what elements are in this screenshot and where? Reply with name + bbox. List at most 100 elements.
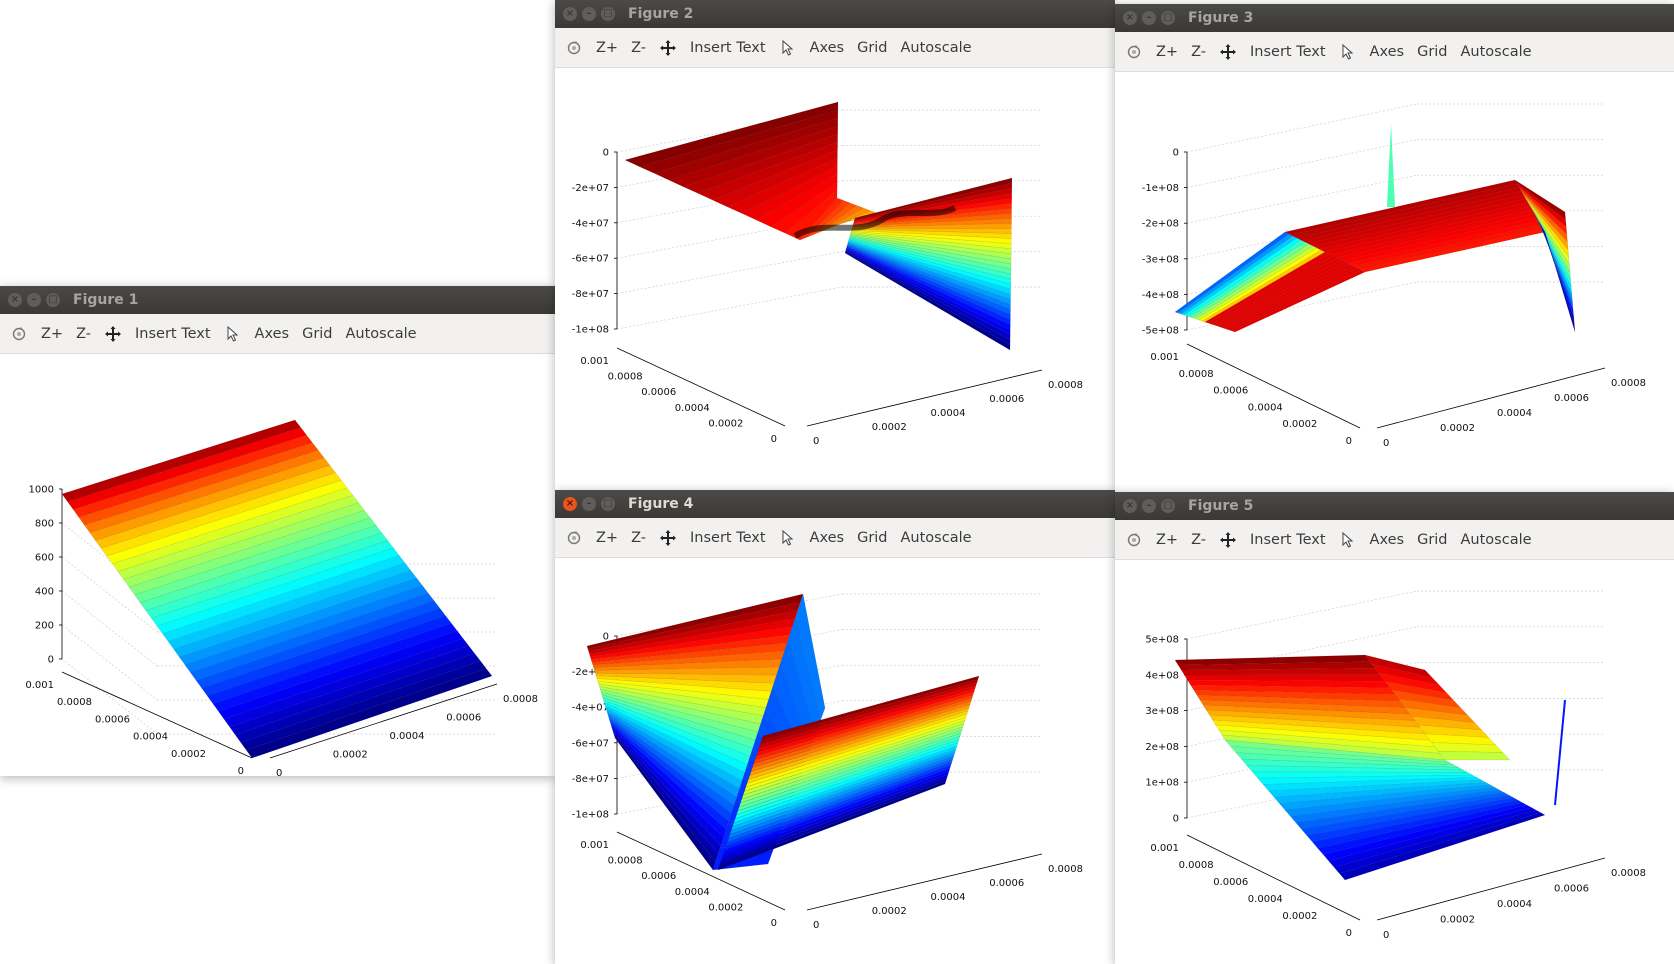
x-tick-label: 0.0008 xyxy=(1048,864,1083,875)
window-minimize-button[interactable]: – xyxy=(582,497,596,511)
window-maximize-button[interactable]: □ xyxy=(1161,11,1175,25)
rotate-icon[interactable] xyxy=(565,529,583,547)
window-titlebar[interactable]: × – □ Figure 4 xyxy=(555,490,1115,518)
zoom-in-button[interactable]: Z+ xyxy=(596,529,619,546)
insert-text-button[interactable]: Insert Text xyxy=(135,325,211,342)
rotate-icon[interactable] xyxy=(565,39,583,57)
window-maximize-button[interactable]: □ xyxy=(601,497,615,511)
select-pointer-icon[interactable] xyxy=(1339,531,1357,549)
y-tick-label: 0 xyxy=(771,918,777,929)
axes-button[interactable]: Axes xyxy=(254,325,290,342)
figure-window-3[interactable]: × – □ Figure 3 Z+ Z- Insert Text Axes Grid Autosc… xyxy=(1115,4,1674,492)
z-tick-label: 0 xyxy=(1173,148,1179,159)
figure-toolbar: Z+ Z- Insert Text Axes Grid Autoscale xyxy=(1115,520,1674,560)
axes-button[interactable]: Axes xyxy=(1369,531,1405,548)
window-close-button[interactable]: × xyxy=(563,497,577,511)
axes-button[interactable]: Axes xyxy=(1369,43,1405,60)
plot-canvas[interactable]: 0 -2e+07 -4e+07 -6e+07 -8e+07 -1e+08 0.001 0.00… xyxy=(555,558,1115,964)
x-tick-label: 0.0004 xyxy=(1497,899,1532,910)
x-tick-label: 0.0002 xyxy=(872,422,907,433)
grid-button[interactable]: Grid xyxy=(857,39,888,56)
y-tick-label: 0.0006 xyxy=(641,871,676,882)
plot-canvas[interactable]: 5e+08 4e+08 3e+08 2e+08 1e+08 0 0.001 0.0008 0.0… xyxy=(1115,560,1674,964)
plot-canvas[interactable]: 0 -1e+08 -2e+08 -3e+08 -4e+08 -5e+08 0.001 0.00… xyxy=(1115,72,1674,492)
pan-icon[interactable] xyxy=(659,529,677,547)
window-close-button[interactable]: × xyxy=(563,7,577,21)
surface-plot: 5e+084e+083e+082e+081e+0800.0010.00080.0… xyxy=(1145,590,1646,941)
window-close-button[interactable]: × xyxy=(1123,499,1137,513)
autoscale-button[interactable]: Autoscale xyxy=(900,39,972,56)
autoscale-button[interactable]: Autoscale xyxy=(1460,43,1532,60)
surface xyxy=(61,419,493,759)
axes-button[interactable]: Axes xyxy=(809,39,845,56)
grid-button[interactable]: Grid xyxy=(857,529,888,546)
x-tick-label: 0.0004 xyxy=(1497,408,1532,419)
pan-icon[interactable] xyxy=(1219,531,1237,549)
rotate-icon[interactable] xyxy=(1125,531,1143,549)
zoom-out-button[interactable]: Z- xyxy=(76,325,92,342)
z-tick-label: 800 xyxy=(35,519,54,530)
window-minimize-button[interactable]: – xyxy=(27,293,41,307)
autoscale-button[interactable]: Autoscale xyxy=(345,325,417,342)
window-close-button[interactable]: × xyxy=(1123,11,1137,25)
grid-button[interactable]: Grid xyxy=(302,325,333,342)
insert-text-button[interactable]: Insert Text xyxy=(1250,43,1326,60)
grid-button[interactable]: Grid xyxy=(1417,531,1448,548)
select-pointer-icon[interactable] xyxy=(779,39,797,57)
rotate-icon[interactable] xyxy=(1125,43,1143,61)
plot-canvas[interactable]: 1000 800 600 400 200 0 0.001 0.0008 0.0006 0.0004… xyxy=(0,354,555,776)
x-tick-label: 0.0002 xyxy=(333,750,368,761)
window-minimize-button[interactable]: – xyxy=(1142,499,1156,513)
window-titlebar[interactable]: × – □ Figure 2 xyxy=(555,0,1115,28)
y-tick-label: 0.0002 xyxy=(708,902,743,913)
zoom-out-button[interactable]: Z- xyxy=(631,39,647,56)
y-tick-label: 0.0006 xyxy=(1213,877,1248,888)
figure-toolbar: Z+ Z- Insert Text Axes Grid Autoscale xyxy=(555,518,1115,558)
figure-window-5[interactable]: × – □ Figure 5 Z+ Z- Insert Text Axes Grid Autosc… xyxy=(1115,492,1674,964)
window-minimize-button[interactable]: – xyxy=(1142,11,1156,25)
axes-button[interactable]: Axes xyxy=(809,529,845,546)
pan-icon[interactable] xyxy=(104,325,122,343)
z-tick-label: -4e+07 xyxy=(572,703,609,714)
zoom-in-button[interactable]: Z+ xyxy=(596,39,619,56)
zoom-out-button[interactable]: Z- xyxy=(1191,43,1207,60)
zoom-out-button[interactable]: Z- xyxy=(1191,531,1207,548)
select-pointer-icon[interactable] xyxy=(779,529,797,547)
window-titlebar[interactable]: × – □ Figure 1 xyxy=(0,286,555,314)
grid-button[interactable]: Grid xyxy=(1417,43,1448,60)
autoscale-button[interactable]: Autoscale xyxy=(1460,531,1532,548)
figure-window-4[interactable]: × – □ Figure 4 Z+ Z- Insert Text Axes Grid Autosc… xyxy=(555,490,1115,964)
window-maximize-button[interactable]: □ xyxy=(1161,499,1175,513)
window-maximize-button[interactable]: □ xyxy=(46,293,60,307)
window-minimize-button[interactable]: – xyxy=(582,7,596,21)
plot-canvas[interactable]: 0 -2e+07 -4e+07 -6e+07 -8e+07 -1e+08 0.001 0.00… xyxy=(555,68,1115,490)
pan-icon[interactable] xyxy=(1219,43,1237,61)
window-close-button[interactable]: × xyxy=(8,293,22,307)
x-tick-label: 0.0002 xyxy=(872,906,907,917)
rotate-icon[interactable] xyxy=(10,325,28,343)
z-tick-label: 4e+08 xyxy=(1145,670,1179,681)
zoom-in-button[interactable]: Z+ xyxy=(1156,43,1179,60)
zoom-in-button[interactable]: Z+ xyxy=(41,325,64,342)
window-titlebar[interactable]: × – □ Figure 5 xyxy=(1115,492,1674,520)
insert-text-button[interactable]: Insert Text xyxy=(690,529,766,546)
z-tick-label: -4e+07 xyxy=(572,218,609,229)
figure-window-2[interactable]: × – □ Figure 2 Z+ Z- Insert Text Axes Grid Autosc… xyxy=(555,0,1115,490)
zoom-out-button[interactable]: Z- xyxy=(631,529,647,546)
pan-icon[interactable] xyxy=(659,39,677,57)
x-axis xyxy=(1376,857,1606,921)
select-pointer-icon[interactable] xyxy=(1339,43,1357,61)
z-tick-label: -1e+08 xyxy=(1142,183,1179,194)
autoscale-button[interactable]: Autoscale xyxy=(900,529,972,546)
figure-window-1[interactable]: × – □ Figure 1 Z+ Z- Insert Text Axes Grid Autosc… xyxy=(0,286,555,776)
insert-text-button[interactable]: Insert Text xyxy=(690,39,766,56)
window-maximize-button[interactable]: □ xyxy=(601,7,615,21)
surface-band xyxy=(844,251,1011,351)
insert-text-button[interactable]: Insert Text xyxy=(1250,531,1326,548)
zoom-in-button[interactable]: Z+ xyxy=(1156,531,1179,548)
select-pointer-icon[interactable] xyxy=(224,325,242,343)
y-tick-label: 0 xyxy=(238,766,244,776)
z-tick-label: 0 xyxy=(603,632,609,643)
window-titlebar[interactable]: × – □ Figure 3 xyxy=(1115,4,1674,32)
x-tick-label: 0 xyxy=(1383,930,1389,941)
